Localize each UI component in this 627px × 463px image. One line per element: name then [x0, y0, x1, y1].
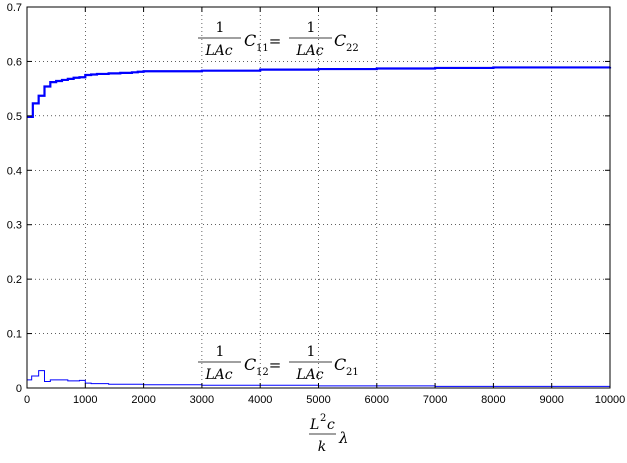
series-label-c12-c21: 1 LAc C 12 = 1 LAc C 21 — [198, 344, 359, 383]
ticks: 0 1000 2000 3000 4000 5000 6000 7000 8000 9000 100… — [7, 2, 626, 406]
y-tick-label: 0.2 — [7, 274, 22, 286]
label1-rhs-num: 1 — [307, 20, 316, 36]
label2-lhs-sym: C — [244, 355, 256, 374]
label2-lhs-num: 1 — [216, 344, 225, 360]
label2-rhs-sub: 21 — [346, 367, 359, 378]
xlabel-den: k — [318, 439, 326, 455]
label1-lhs-sub: 11 — [256, 43, 269, 54]
series-label-c11-c22: 1 LAc C 11 = 1 LAc C 22 — [198, 20, 359, 59]
x-tick-label: 8000 — [481, 394, 505, 406]
label2-rhs-num: 1 — [307, 344, 316, 360]
series-line-1 — [27, 66, 612, 119]
x-tick-label: 5000 — [306, 394, 330, 406]
y-tick-label: 0.6 — [7, 56, 22, 68]
xlabel-num-exp: 2 — [320, 413, 326, 424]
label2-lhs-den: LAc — [204, 367, 232, 383]
label1-lhs-num: 1 — [216, 20, 225, 36]
label1-lhs-den: LAc — [204, 43, 232, 59]
x-tick-label: 2000 — [131, 394, 155, 406]
x-axis-label: L 2 c k λ — [309, 413, 349, 455]
x-tick-label: 0 — [24, 394, 30, 406]
y-tick-label: 0.7 — [7, 2, 22, 14]
x-tick-label: 10000 — [595, 394, 626, 406]
plot-area — [27, 7, 610, 388]
x-tick-label: 7000 — [423, 394, 447, 406]
x-tick-label: 1000 — [73, 394, 97, 406]
y-tick-label: 0.5 — [7, 111, 22, 123]
x-tick-label: 3000 — [190, 394, 214, 406]
xlabel-num-tail: c — [327, 417, 335, 433]
x-tick-label: 9000 — [539, 394, 563, 406]
xlabel-num-base: L — [309, 417, 319, 433]
label2-eq: = — [269, 356, 282, 374]
x-tick-label: 6000 — [365, 394, 389, 406]
y-tick-label: 0.1 — [7, 329, 22, 341]
label2-rhs-den: LAc — [295, 367, 323, 383]
y-tick-label: 0.4 — [7, 165, 22, 177]
label1-rhs-sub: 22 — [346, 43, 359, 54]
series-group — [27, 66, 612, 387]
label1-eq: = — [269, 32, 282, 50]
series-line-2 — [27, 370, 611, 387]
y-tick-label: 0.3 — [7, 220, 22, 232]
label2-rhs-sym: C — [334, 355, 346, 374]
xlabel-after: λ — [338, 429, 349, 447]
label1-rhs-sym: C — [334, 31, 346, 50]
label1-lhs-sym: C — [244, 31, 256, 50]
label2-lhs-sub: 12 — [256, 367, 269, 378]
x-tick-label: 4000 — [248, 394, 272, 406]
y-tick-label: 0 — [16, 383, 22, 395]
label1-rhs-den: LAc — [295, 43, 323, 59]
